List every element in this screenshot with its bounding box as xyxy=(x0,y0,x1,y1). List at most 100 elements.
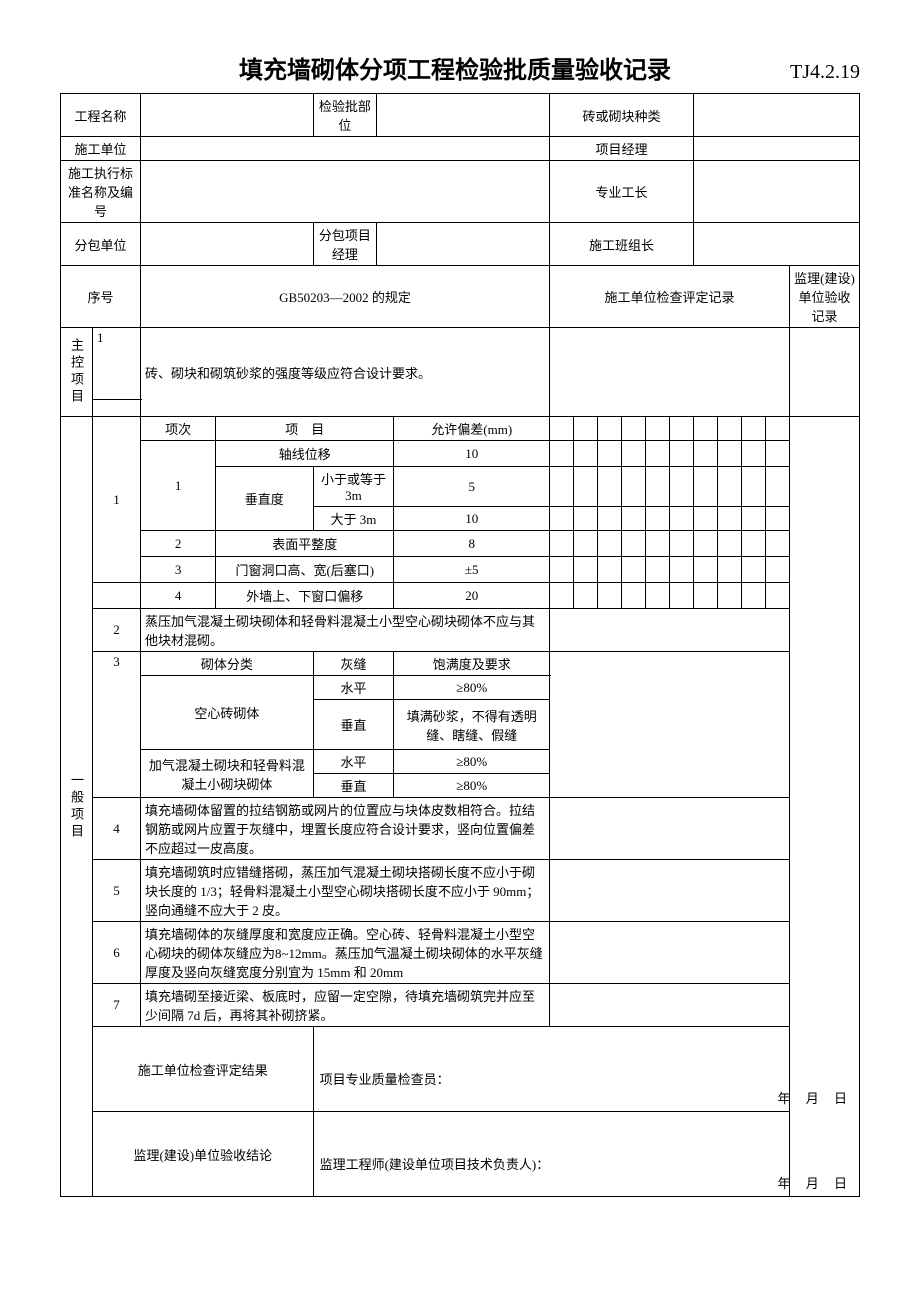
ae-h-val: ≥80% xyxy=(394,750,550,774)
check-record-label: 施工单位检查评定记录 xyxy=(550,266,790,328)
supervision-engineer-label: 监理工程师(建设单位项目技术负责人)： xyxy=(320,1154,550,1173)
r3-val: ±5 xyxy=(394,557,550,583)
project-manager-label: 项目经理 xyxy=(550,137,694,161)
main-item-check xyxy=(550,328,790,417)
main-items-label: 主控项目 xyxy=(61,328,93,417)
lte3m-val: 5 xyxy=(394,467,550,507)
main-item-num: 1 xyxy=(93,328,141,400)
item6-num: 6 xyxy=(93,922,141,984)
subcontract-unit-label: 分包单位 xyxy=(61,223,141,266)
chk-7 xyxy=(694,417,718,441)
subcontract-manager-value xyxy=(377,223,550,266)
axis-shift-val: 10 xyxy=(394,441,550,467)
main-item-supervision xyxy=(790,328,860,417)
general-items-label: 一般项目 xyxy=(61,417,93,1197)
ae-v: 垂直 xyxy=(313,774,394,798)
chk-4 xyxy=(622,417,646,441)
supervision-conclusion-cell: 监理工程师(建设单位项目技术负责人)： 年 月 日 xyxy=(313,1112,859,1197)
main-item-text: 砖、砌块和砌筑砂浆的强度等级应符合设计要求。 xyxy=(141,328,550,417)
check-result-label: 施工单位检查评定结果 xyxy=(93,1027,314,1112)
gen-1-num-blank xyxy=(93,583,141,609)
brick-type-value xyxy=(694,94,860,137)
main-table: 工程名称 检验批部位 砖或砌块种类 施工单位 项目经理 施工执行标准名称及编号 … xyxy=(60,93,860,1197)
lte3m: 小于或等于 3m xyxy=(313,467,394,507)
foreman-value xyxy=(694,161,860,223)
aerated: 加气混凝土砌块和轻骨料混凝土小砌块砌体 xyxy=(141,750,314,798)
hb-v-val: 填满砂浆，不得有透明缝、瞎缝、假缝 xyxy=(394,700,550,750)
gt3m-val: 10 xyxy=(394,507,550,531)
gt3m: 大于 3m xyxy=(313,507,394,531)
type-label: 砌体分类 xyxy=(141,652,314,676)
chk-1 xyxy=(550,417,574,441)
team-label: 施工班组长 xyxy=(550,223,694,266)
main-item-num-ext xyxy=(93,399,141,416)
team-value xyxy=(694,223,860,266)
req-label: 饱满度及要求 xyxy=(394,652,550,676)
item5-num: 5 xyxy=(93,860,141,922)
sub-4: 4 xyxy=(141,583,216,609)
sub-3: 3 xyxy=(141,557,216,583)
r2-name: 表面平整度 xyxy=(216,531,394,557)
inspection-part-value xyxy=(377,94,550,137)
subcontract-manager-label: 分包项目经理 xyxy=(313,223,377,266)
construction-unit-label: 施工单位 xyxy=(61,137,141,161)
hb-v: 垂直 xyxy=(313,700,394,750)
gb-label: GB50203—2002 的规定 xyxy=(141,266,550,328)
item-col-label: 项次 xyxy=(141,417,216,441)
verticality: 垂直度 xyxy=(216,467,313,531)
r4-name: 外墙上、下窗口偏移 xyxy=(216,583,394,609)
check-date: 年 月 日 xyxy=(777,1088,853,1107)
gen-1-num: 1 xyxy=(93,417,141,583)
axis-shift: 轴线位移 xyxy=(216,441,394,467)
item2-text: 蒸压加气混凝土砌块砌体和轻骨料混凝土小型空心砌块砌体不应与其他块材混砌。 xyxy=(141,609,550,652)
sub-1: 1 xyxy=(141,441,216,531)
item3-check xyxy=(550,652,790,798)
hb-h-val: ≥80% xyxy=(394,676,550,700)
chk-5 xyxy=(646,417,670,441)
project-name-value xyxy=(141,94,314,137)
project-manager-value xyxy=(694,137,860,161)
ae-h: 水平 xyxy=(313,750,394,774)
seam-label: 灰缝 xyxy=(313,652,394,676)
standard-value xyxy=(141,161,550,223)
ae-v-val: ≥80% xyxy=(394,774,550,798)
chk-10 xyxy=(766,417,790,441)
supervision-record-label: 监理(建设)单位验收记录 xyxy=(790,266,860,328)
item4-text: 填充墙砌体留置的拉结钢筋或网片的位置应与块体皮数相符合。拉结钢筋或网片应置于灰缝… xyxy=(141,798,550,860)
item6-check xyxy=(550,922,790,984)
item7-text: 填充墙砌至接近梁、板底时，应留一定空隙，待填充墙砌筑完并应至少间隔 7d 后，再… xyxy=(141,984,550,1027)
item7-num: 7 xyxy=(93,984,141,1027)
chk-2 xyxy=(574,417,598,441)
seq-label: 序号 xyxy=(61,266,141,328)
chk-6 xyxy=(670,417,694,441)
project-name-label: 工程名称 xyxy=(61,94,141,137)
item4-num: 4 xyxy=(93,798,141,860)
brick-type-label: 砖或砌块种类 xyxy=(550,94,694,137)
title-row: 填充墙砌体分项工程检验批质量验收记录 TJ4.2.19 xyxy=(60,50,860,85)
item3-num: 3 xyxy=(93,652,141,798)
hollow-brick: 空心砖砌体 xyxy=(141,676,314,750)
hb-h: 水平 xyxy=(313,676,394,700)
item5-text: 填充墙砌筑时应错缝搭砌，蒸压加气混凝土砌块搭砌长度不应小于砌块长度的 1/3；轻… xyxy=(141,860,550,922)
item6-text: 填充墙砌体的灰缝厚度和宽度应正确。空心砖、轻骨料混凝土小型空心砌块的砌体灰缝应为… xyxy=(141,922,550,984)
item-name-label: 项 目 xyxy=(216,417,394,441)
chk-9 xyxy=(742,417,766,441)
standard-label: 施工执行标准名称及编号 xyxy=(61,161,141,223)
item2-num: 2 xyxy=(93,609,141,652)
supervision-date: 年 月 日 xyxy=(777,1173,853,1192)
item4-check xyxy=(550,798,790,860)
doc-code: TJ4.2.19 xyxy=(790,61,860,84)
supervision-conclusion-label: 监理(建设)单位验收结论 xyxy=(93,1112,314,1197)
item7-check xyxy=(550,984,790,1027)
page-title: 填充墙砌体分项工程检验批质量验收记录 xyxy=(140,50,770,85)
chk-8 xyxy=(718,417,742,441)
subcontract-unit-value xyxy=(141,223,314,266)
construction-unit-value xyxy=(141,137,550,161)
quality-inspector-label: 项目专业质量检查员： xyxy=(320,1069,450,1088)
item5-check xyxy=(550,860,790,922)
item2-check xyxy=(550,609,790,652)
r4-val: 20 xyxy=(394,583,550,609)
sub-2: 2 xyxy=(141,531,216,557)
chk-3 xyxy=(598,417,622,441)
check-result-cell: 项目专业质量检查员： 年 月 日 xyxy=(313,1027,859,1112)
